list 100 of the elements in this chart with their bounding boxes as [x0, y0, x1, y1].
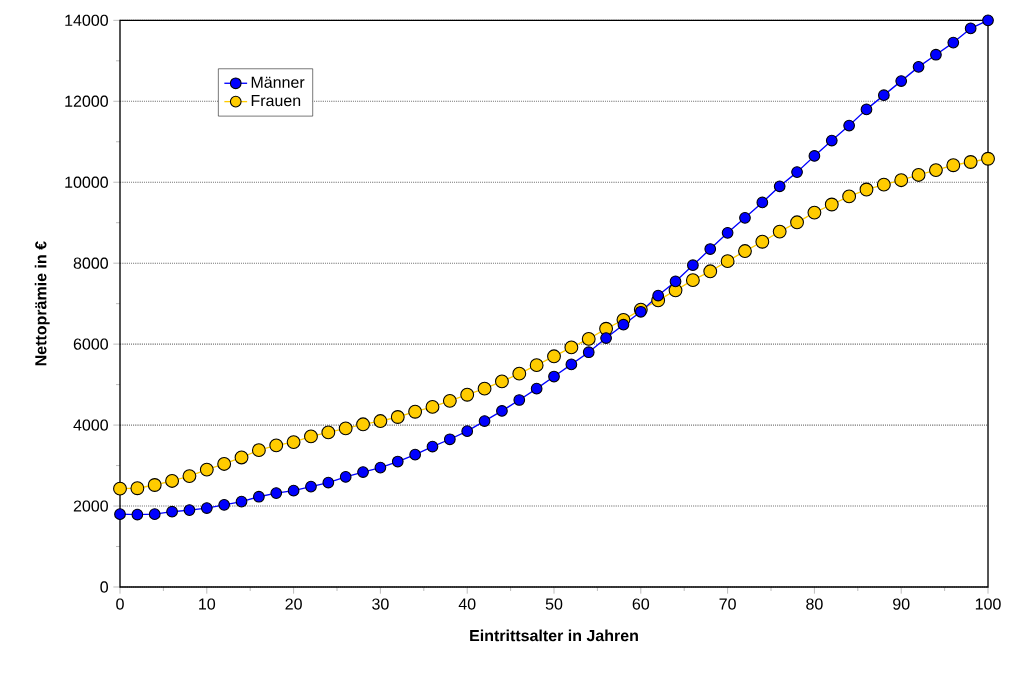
point [234, 450, 249, 465]
point [582, 346, 595, 359]
point [148, 508, 161, 521]
point [374, 461, 387, 474]
point [253, 490, 265, 503]
x-tick-label: 100 [975, 598, 1001, 610]
point [425, 399, 440, 414]
x-tick-label: 80 [806, 598, 823, 610]
y-tick-label: 12000 [65, 95, 108, 107]
point [842, 189, 857, 204]
point [131, 508, 144, 521]
x-tick-label: 40 [458, 598, 476, 610]
y-tick-label: 2000 [73, 500, 108, 512]
y-tick-label: 10000 [65, 176, 108, 188]
point [286, 435, 301, 450]
point [529, 358, 544, 373]
point [756, 196, 769, 209]
y-tick-label: 6000 [73, 338, 108, 350]
point [251, 443, 266, 458]
x-tick-label: 50 [545, 598, 563, 610]
point [895, 75, 908, 87]
point [530, 382, 543, 395]
point [946, 158, 961, 173]
point [130, 481, 145, 496]
point [738, 244, 752, 258]
x-tick-label: 90 [893, 598, 910, 610]
point [166, 505, 178, 518]
point [911, 168, 926, 182]
point [859, 182, 874, 197]
point [720, 254, 735, 269]
x-tick-label: 10 [199, 598, 216, 610]
point [773, 180, 786, 193]
point [824, 197, 839, 212]
point [269, 438, 284, 453]
point [270, 487, 283, 499]
point [600, 332, 612, 344]
point [321, 425, 336, 440]
point [409, 448, 421, 461]
point [305, 480, 317, 493]
point [182, 469, 197, 484]
point [235, 495, 248, 508]
y-tick-label: 14000 [65, 14, 108, 26]
legend-label: Männer [251, 76, 305, 88]
point [322, 476, 335, 489]
point [460, 387, 475, 402]
point [912, 61, 925, 73]
point [218, 498, 231, 511]
x-tick-label: 70 [719, 598, 736, 610]
point [390, 410, 405, 424]
point [581, 331, 596, 346]
point [963, 155, 978, 169]
point [200, 502, 213, 514]
point [565, 358, 578, 371]
point [114, 508, 126, 521]
point [807, 205, 822, 220]
y-axis-title: Nettoprämie in € [34, 241, 50, 366]
y-tick-label: 4000 [73, 419, 108, 431]
x-tick-label: 0 [116, 598, 124, 610]
point [790, 215, 804, 230]
point [217, 457, 232, 471]
legend-label: Frauen [251, 95, 301, 107]
point [928, 163, 943, 178]
point [199, 462, 214, 477]
point [704, 243, 717, 255]
point [287, 484, 300, 497]
point [113, 481, 127, 496]
point [877, 89, 890, 102]
point [496, 405, 508, 417]
point [669, 275, 682, 288]
point [930, 48, 942, 61]
point [772, 224, 787, 239]
point [617, 318, 630, 331]
point [443, 433, 456, 446]
point [442, 393, 457, 408]
point [548, 370, 560, 383]
point [652, 289, 665, 302]
point [477, 381, 492, 396]
point [426, 440, 439, 453]
point [183, 504, 196, 516]
point [494, 374, 509, 389]
point [947, 36, 960, 49]
x-tick-label: 60 [632, 598, 650, 610]
point [373, 414, 388, 428]
x-tick-label: 20 [285, 598, 302, 610]
point [357, 466, 369, 478]
x-tick-label: 30 [372, 598, 389, 610]
point [791, 166, 803, 178]
point [703, 264, 718, 279]
point [165, 474, 180, 488]
point [147, 478, 162, 492]
point [808, 150, 821, 162]
point [339, 471, 352, 483]
point [564, 340, 579, 355]
point [338, 421, 353, 436]
point [964, 22, 977, 35]
y-tick-label: 0 [100, 581, 109, 593]
y-tick-label: 8000 [73, 257, 108, 269]
point [721, 226, 734, 239]
point [876, 177, 891, 192]
point [547, 349, 561, 364]
